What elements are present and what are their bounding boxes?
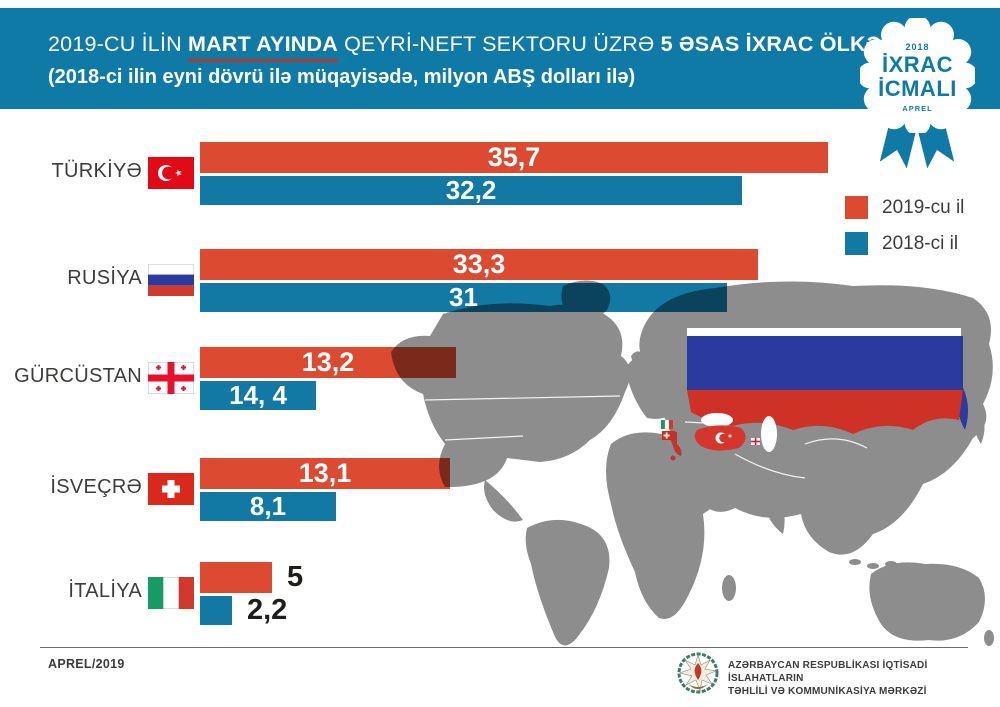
legend-item-2018: 2018-ci il [845, 232, 964, 255]
rosette-seal-icon [860, 18, 975, 133]
bar-2019-turkiye: 35,7 [200, 142, 828, 173]
value-label: 8,1 [249, 491, 287, 521]
value-label: 14, 4 [229, 380, 287, 410]
georgia-flag-icon [148, 362, 194, 394]
legend-swatch-2019 [845, 196, 868, 219]
russia-flag-icon [148, 264, 194, 296]
page-title: 2019-CU İLİN MART AYINDA QEYRİ-NEFT SEKT… [48, 32, 902, 62]
title-part1: 2019-CU İLİN [48, 32, 189, 56]
organization-line2: TƏHLİLİ VƏ KOMMUNİKASİYA MƏRKƏZİ [728, 686, 927, 697]
value-label: 5 [287, 561, 304, 593]
turkey-flag-icon [148, 157, 194, 189]
value-label: 2,2 [247, 594, 288, 626]
country-label-turkiye: TÜRKİYƏ [51, 160, 142, 182]
country-label-gurcustan: GÜRCÜSTAN [14, 365, 142, 387]
bar-2019-italiya [200, 562, 272, 593]
badge-title-line1: İXRAC [882, 52, 953, 77]
country-label-italiya: İTALİYA [68, 580, 142, 602]
legend-swatch-2018 [845, 232, 868, 255]
organization-name: AZƏRBAYCAN RESPUBLİKASI İQTİSADİ İSLAHAT… [728, 659, 1000, 698]
badge-year: 2018 [905, 42, 930, 52]
country-label-isvecre: İSVEÇRƏ [50, 476, 142, 498]
title-emphasis: 5 ƏSAS İXRAC ÖLKƏSİ [660, 32, 903, 56]
bar-2018-gurcustan: 14, 4 [200, 381, 316, 410]
bar-2019-rusiya: 33,3 [200, 249, 758, 280]
value-label: 13,1 [298, 458, 352, 488]
export-review-badge: 2018 İXRAC İCMALI APREL [860, 18, 976, 170]
value-label: 13,2 [301, 347, 355, 377]
page-subtitle: (2018-ci ilin eyni dövrü ilə müqayisədə,… [48, 66, 636, 88]
bar-group-isvecre: İSVEÇRƏ 13,1 8,1 [0, 458, 1000, 522]
badge-title-line2: İCMALI [878, 76, 957, 101]
legend-item-2019: 2019-cu il [845, 196, 964, 219]
bar-group-italiya: İTALİYA 5 2,2 [0, 562, 1000, 626]
switzerland-flag-icon [148, 473, 194, 505]
world-map [391, 280, 994, 646]
title-part2: QEYRİ-NEFT SEKTORU ÜZRƏ [337, 32, 661, 56]
bar-2018-isvecre: 8,1 [200, 492, 336, 521]
organization-line1: AZƏRBAYCAN RESPUBLİKASI İQTİSADİ İSLAHAT… [728, 660, 928, 684]
title-emphasis-underlined: MART AYINDA [188, 32, 338, 62]
legend: 2019-cu il 2018-ci il [845, 196, 964, 268]
azerbaijan-emblem-icon [677, 652, 719, 694]
legend-label-2019: 2019-cu il [882, 196, 965, 218]
legend-label-2018: 2018-ci il [882, 232, 959, 254]
country-label-rusiya: RUSİYA [67, 267, 142, 289]
value-label: 32,2 [445, 175, 497, 205]
footer-divider [40, 647, 968, 648]
value-label: 35,7 [487, 142, 541, 172]
bar-2018-italiya [200, 596, 232, 625]
italy-flag-icon [148, 577, 194, 609]
bar-2018-turkiye: 32,2 [200, 176, 742, 205]
bar-group-turkiye: TÜRKİYƏ 35,7 32,2 [0, 142, 1000, 206]
bar-2019-isvecre: 13,1 [200, 458, 450, 489]
bar-group-rusiya: RUSİYA 33,3 31 [0, 249, 1000, 313]
badge-month: APREL [902, 104, 933, 113]
issue-date: APREL/2019 [48, 657, 125, 671]
header-band: 2019-CU İLİN MART AYINDA QEYRİ-NEFT SEKT… [0, 8, 1000, 109]
value-label: 33,3 [452, 249, 506, 279]
